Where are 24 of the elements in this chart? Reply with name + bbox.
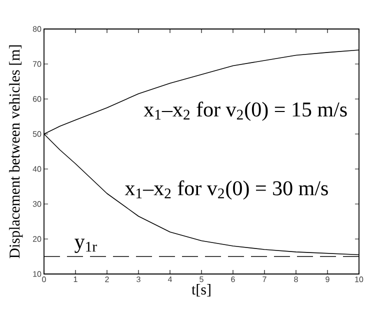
y-tick-label: 80 <box>32 26 42 32</box>
x-tick-label: 5 <box>200 276 204 282</box>
x-tick-label: 2 <box>105 276 109 282</box>
y-tick-label: 30 <box>32 201 42 207</box>
y-tick-label: 20 <box>32 236 42 242</box>
y-tick-label: 40 <box>32 166 42 172</box>
y-tick-label: 50 <box>32 131 42 137</box>
x-axis-title: t[s] <box>192 284 210 296</box>
x-tick-label: 9 <box>326 276 330 282</box>
y-tick-label: 10 <box>33 271 42 277</box>
y-axis-title: Displacement between vehicles [m] <box>9 45 23 258</box>
x-tick-label: 8 <box>294 276 298 282</box>
y-tick-label: 70 <box>32 61 42 67</box>
x-tick-label: 10 <box>355 276 364 282</box>
y-tick-label: 60 <box>32 96 42 102</box>
x-tick-label: 3 <box>136 276 140 282</box>
x-tick-label: 6 <box>231 276 235 282</box>
annotation: x$_{1}$–x$_{2}$ for v$_{2}$(0) = 15 m/s <box>144 102 347 121</box>
x-tick-label: 7 <box>262 276 266 282</box>
x-tick-label: 4 <box>168 276 172 282</box>
x-tick-label: 1 <box>74 276 78 282</box>
x-tick-label: 0 <box>42 276 46 282</box>
ref-line-label: y$_{1r}$ <box>74 238 97 253</box>
annotation: x$_{1}$–x$_{2}$ for v$_{2}$(0) = 30 m/s <box>124 180 328 200</box>
